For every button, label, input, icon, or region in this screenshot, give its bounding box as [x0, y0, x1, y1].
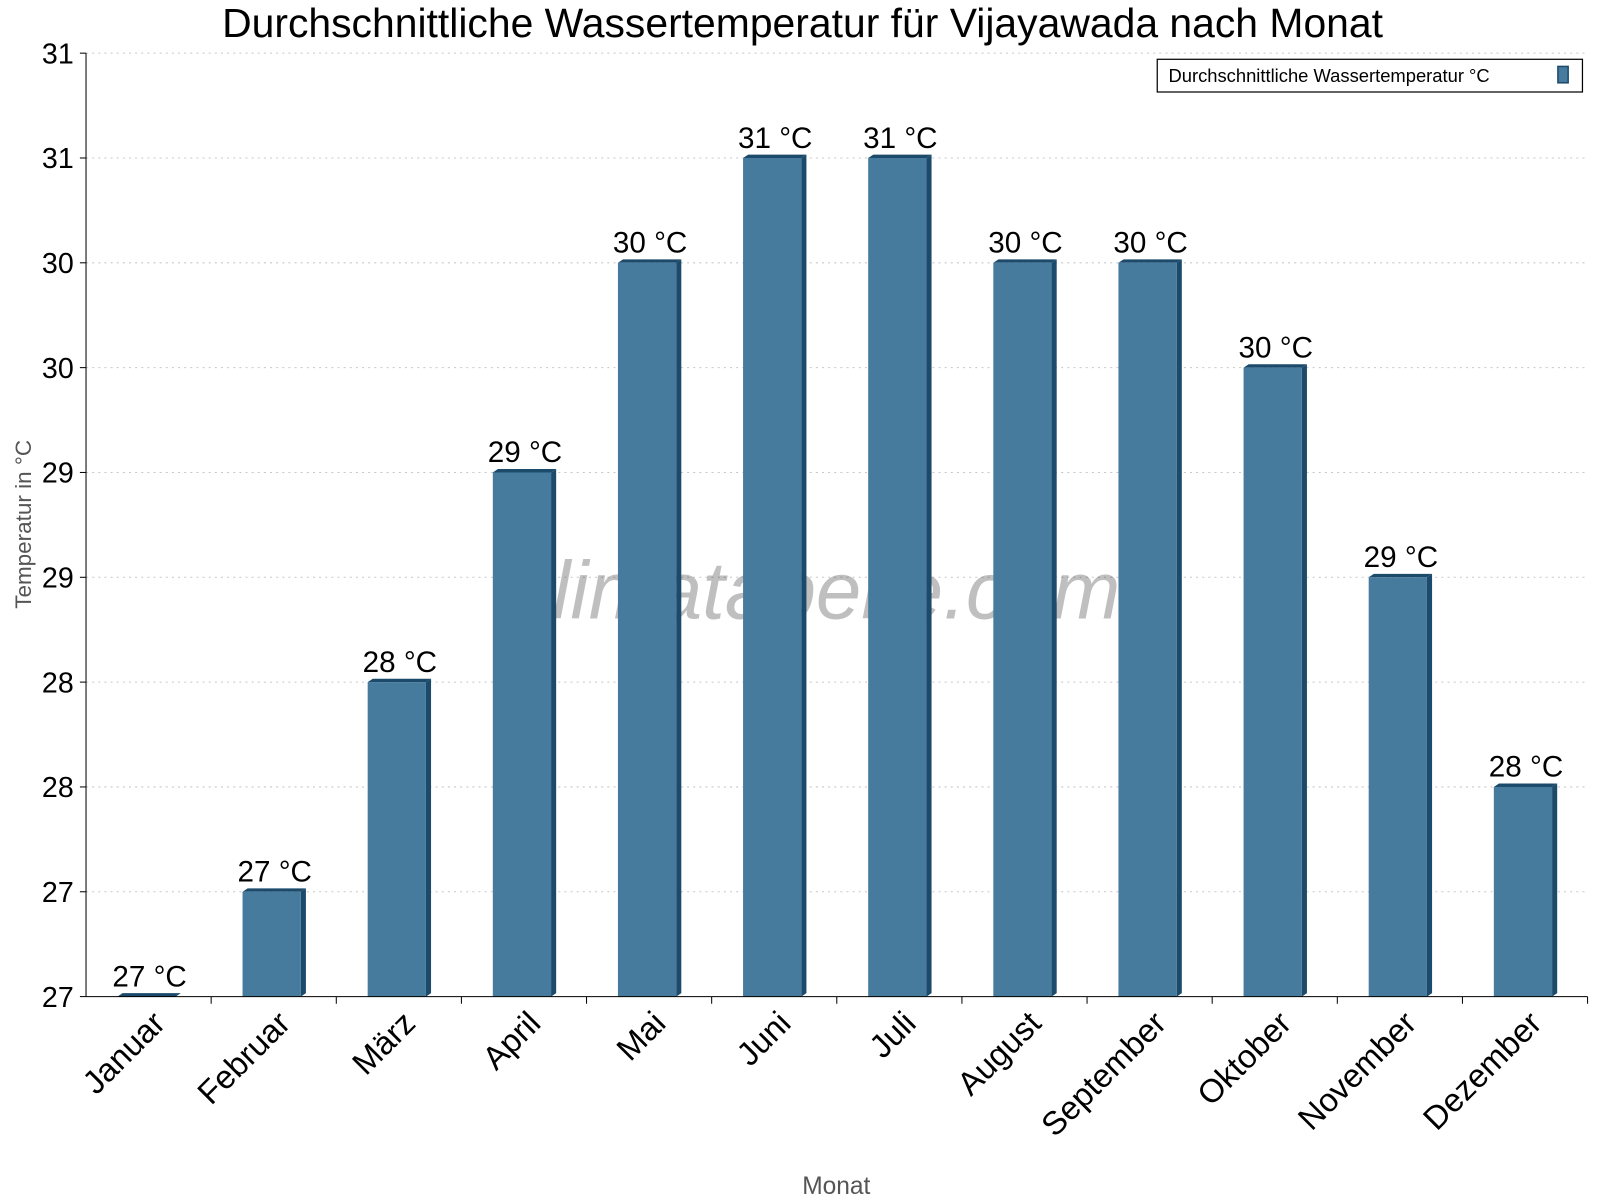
data-label: 29 °C: [1364, 541, 1438, 574]
bar-side: [1301, 364, 1307, 997]
bar-side: [676, 259, 682, 997]
bar-side: [300, 888, 306, 997]
bar: [993, 259, 1057, 997]
bar-side: [926, 154, 932, 997]
data-label: 28 °C: [1489, 751, 1563, 784]
legend-box: [1156, 58, 1584, 93]
bar-face: [1243, 367, 1302, 997]
y-tick-label: 29: [42, 563, 74, 595]
bar-face: [1118, 262, 1177, 997]
x-tick-label: Februar: [190, 1004, 297, 1111]
data-label: 31 °C: [863, 122, 937, 155]
chart-title: Durchschnittliche Wassertemperatur für V…: [222, 0, 1384, 46]
x-axis-label: Monat: [802, 1173, 870, 1200]
data-label: 31 °C: [738, 122, 812, 155]
data-label: 30 °C: [1113, 227, 1187, 260]
y-tick-label: 31: [42, 38, 74, 70]
bar-face: [367, 682, 426, 997]
data-label: 27 °C: [112, 960, 186, 993]
bar-face: [993, 262, 1052, 997]
legend-label: Durchschnittliche Wassertemperatur °C: [1168, 65, 1489, 86]
bar-face: [743, 157, 802, 997]
bars: 27 °C 27 °C 28 °C 29 °C 30 °C 31 °C 31 °C 30 °C…: [112, 122, 1563, 997]
bar-top: [1368, 573, 1433, 578]
bar-side: [1552, 783, 1558, 997]
bar-top: [1493, 783, 1558, 787]
bar-face: [242, 891, 301, 997]
bar: [1243, 364, 1307, 997]
bar-side: [801, 154, 807, 997]
bar-top: [993, 259, 1057, 263]
bar-side: [1051, 259, 1057, 997]
y-tick-label: 31: [42, 143, 74, 175]
bar-face: [1368, 577, 1427, 997]
y-tick-label: 28: [42, 667, 74, 699]
bar-side: [425, 678, 432, 997]
data-label: 30 °C: [613, 227, 687, 260]
bar: [1118, 259, 1182, 997]
x-tick-label: Dezember: [1416, 1004, 1549, 1137]
x-tick-label: Oktober: [1190, 1004, 1298, 1112]
bar-top: [1118, 259, 1182, 263]
bar: [367, 678, 432, 997]
bar-top: [242, 888, 306, 892]
x-tick-label: September: [1034, 1004, 1173, 1143]
bar-top: [367, 678, 432, 683]
legend: Durchschnittliche Wassertemperatur °C: [1156, 58, 1584, 93]
data-label: 30 °C: [1239, 331, 1313, 364]
data-label: 30 °C: [988, 227, 1062, 260]
bar-top: [617, 259, 682, 263]
bar-top: [117, 993, 181, 997]
x-tick-label: Juni: [729, 1004, 798, 1073]
x-tick-label: Mai: [609, 1004, 672, 1067]
bar-face: [1493, 786, 1553, 997]
x-tick-label: Januar: [75, 1004, 172, 1101]
data-label: 27 °C: [238, 856, 312, 889]
bar-face: [492, 472, 552, 997]
bar: [492, 469, 557, 997]
x-tick-label: April: [475, 1004, 547, 1076]
x-tick-label: Juli: [862, 1004, 923, 1065]
bar-side: [1426, 573, 1433, 997]
bar-top: [743, 154, 807, 158]
y-tick-label: 28: [42, 772, 74, 804]
bar: [242, 888, 306, 997]
x-tick-label: März: [345, 1004, 423, 1082]
legend-swatch: [1557, 65, 1569, 84]
bar: [743, 154, 807, 997]
bar: [1368, 573, 1433, 997]
y-tick-label: 27: [42, 877, 74, 909]
bar: [117, 993, 181, 997]
bar: [868, 154, 932, 997]
bar-top: [492, 469, 557, 473]
bar: [617, 259, 682, 997]
y-tick-label: 29: [42, 458, 74, 490]
x-tick-label: November: [1290, 1004, 1423, 1137]
y-axis-label: Temperatur in °C: [11, 440, 36, 609]
bar-face: [617, 262, 677, 997]
gridlines: [86, 52, 1588, 893]
bar-face: [868, 157, 927, 997]
bar-side: [1176, 259, 1182, 997]
data-label: 29 °C: [488, 436, 562, 469]
y-tick-label: 27: [42, 982, 74, 1014]
y-tick-label: 30: [42, 353, 74, 385]
bar: [1493, 783, 1558, 997]
bar-top: [1243, 364, 1307, 368]
bar-side: [551, 469, 557, 997]
x-tick-label: August: [950, 1004, 1048, 1102]
data-label: 28 °C: [363, 646, 437, 679]
y-tick-label: 30: [42, 248, 74, 280]
bar-top: [868, 154, 932, 158]
